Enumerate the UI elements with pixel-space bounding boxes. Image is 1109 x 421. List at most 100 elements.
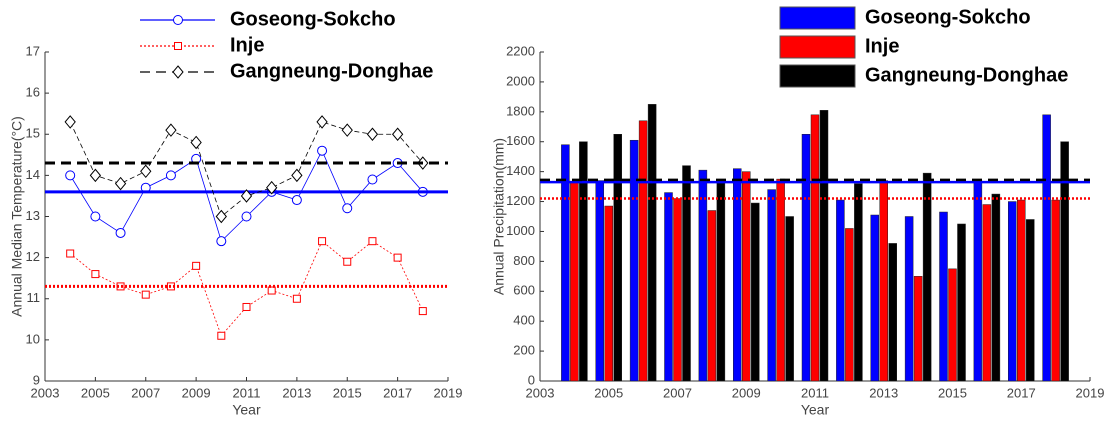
- point: [318, 237, 327, 246]
- point: [114, 176, 127, 191]
- legend-label: Gangneung-Donghae: [230, 60, 433, 82]
- bar: [1051, 199, 1060, 382]
- point: [190, 135, 202, 150]
- x-tick-label: 2015: [333, 385, 362, 400]
- x-tick-label: 2017: [383, 385, 412, 400]
- point: [89, 168, 102, 183]
- x-tick-label: 2009: [732, 385, 761, 400]
- bar: [733, 168, 742, 382]
- y-tick-label: 10: [26, 331, 40, 346]
- x-tick-label: 2007: [131, 385, 160, 400]
- y-tick-label: 1000: [506, 223, 535, 238]
- bar: [1017, 199, 1026, 382]
- y-tick-label: 800: [513, 253, 535, 268]
- point: [316, 115, 328, 129]
- legend-label: Inje: [230, 34, 264, 56]
- y-tick-label: 0: [528, 372, 535, 387]
- series-line: [69, 240, 424, 337]
- point: [393, 253, 402, 262]
- bar: [922, 172, 932, 382]
- x-tick-label: 2019: [1076, 385, 1105, 400]
- x-tick-label: 2011: [801, 385, 829, 400]
- x-tick-label: 2017: [1007, 385, 1036, 400]
- x-tick-label: 2007: [663, 385, 692, 400]
- y-tick-label: 16: [26, 85, 40, 100]
- bar: [1008, 201, 1017, 382]
- point: [317, 145, 328, 156]
- bar: [836, 199, 845, 382]
- bar: [888, 243, 897, 382]
- bar: [948, 268, 957, 382]
- point: [292, 294, 301, 303]
- y-tick-label: 600: [513, 283, 535, 298]
- y-tick-label: 1400: [506, 163, 535, 178]
- legend-label: Gangneung-Donghae: [865, 64, 1068, 86]
- bar: [767, 189, 776, 382]
- bar: [1060, 141, 1069, 382]
- x-tick-label: 2005: [81, 385, 110, 400]
- bar: [638, 120, 648, 382]
- bar: [801, 134, 811, 382]
- y-tick-label: 13: [26, 208, 40, 223]
- bar: [673, 198, 682, 382]
- x-tick-label: 2019: [434, 385, 463, 400]
- point: [165, 170, 176, 181]
- x-tick-label: 2013: [869, 385, 898, 400]
- point: [140, 164, 152, 179]
- point: [266, 180, 278, 195]
- bar: [785, 216, 794, 382]
- bar: [870, 214, 879, 382]
- bar: [904, 216, 914, 382]
- bar: [982, 204, 992, 382]
- x-tick-label: 2013: [282, 385, 311, 400]
- bar: [604, 205, 613, 382]
- x-tick-label: 2003: [526, 385, 555, 400]
- y-tick-label: 1800: [506, 103, 535, 118]
- y-tick-label: 2000: [506, 73, 535, 88]
- y-tick-label: 12: [26, 249, 40, 264]
- bar: [1026, 219, 1035, 382]
- bar: [957, 223, 966, 382]
- y-axis-label: Annual Median Temperature(°C): [9, 116, 25, 317]
- bar: [613, 134, 622, 382]
- x-tick-label: 2003: [31, 385, 60, 400]
- point: [418, 307, 427, 316]
- point: [215, 209, 227, 224]
- bar: [579, 141, 588, 382]
- bar: [647, 104, 657, 382]
- point: [192, 261, 201, 270]
- bar: [751, 202, 760, 382]
- point: [342, 203, 353, 214]
- point: [165, 123, 177, 137]
- y-tick-label: 200: [513, 343, 535, 358]
- point: [65, 170, 76, 181]
- legend-marker: [173, 15, 183, 25]
- bar: [629, 139, 639, 382]
- bar: [742, 171, 751, 382]
- point: [341, 123, 353, 137]
- point: [240, 189, 253, 203]
- legend-label: Goseong-Sokcho: [865, 6, 1031, 28]
- point: [141, 290, 150, 299]
- y-tick-label: 9: [33, 372, 40, 387]
- point: [216, 236, 227, 247]
- y-axis-label: Annual Precipitation(mm): [491, 138, 507, 295]
- bar: [682, 165, 691, 382]
- legend-marker: [174, 42, 182, 50]
- bar: [570, 181, 579, 382]
- point: [241, 211, 252, 222]
- bar: [939, 211, 948, 382]
- bar: [819, 110, 829, 382]
- x-tick-label: 2015: [938, 385, 967, 400]
- bar: [973, 180, 983, 382]
- y-tick-label: 2200: [506, 43, 535, 58]
- bar: [854, 183, 863, 382]
- x-axis-label: Year: [801, 402, 830, 418]
- legend-swatch: [779, 64, 856, 88]
- bar: [698, 169, 708, 382]
- y-tick-label: 14: [26, 167, 40, 182]
- bar: [716, 180, 726, 382]
- bar: [810, 114, 820, 382]
- point: [242, 302, 251, 311]
- y-tick-label: 11: [27, 290, 41, 305]
